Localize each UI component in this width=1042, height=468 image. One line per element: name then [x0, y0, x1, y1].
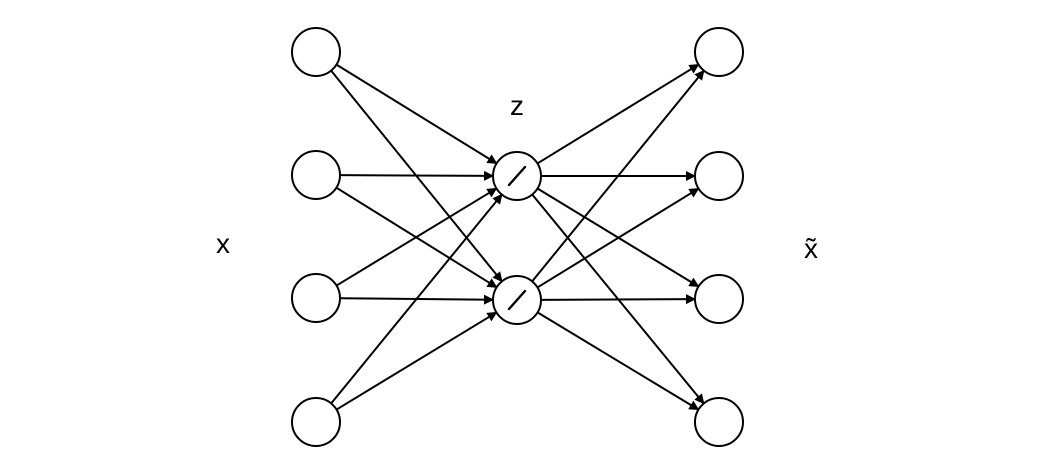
edge-hidden-2-to-output-2 [536, 187, 700, 289]
edge-input-4-to-hidden-1 [330, 193, 503, 405]
slash-icon [507, 165, 527, 187]
nodes-layer [291, 27, 744, 447]
input-label: x [216, 228, 230, 259]
latent-label: z [510, 90, 524, 121]
edge-input-2-to-hidden-1 [339, 170, 495, 181]
input-node-1 [291, 27, 341, 77]
output-node-4 [694, 397, 744, 447]
edge-hidden-1-to-output-1 [536, 63, 700, 165]
output-node-3 [694, 274, 744, 324]
slash-icon [507, 289, 527, 311]
input-node-4 [291, 397, 341, 447]
edge-hidden-2-to-output-4 [537, 311, 700, 411]
output-node-1 [694, 27, 744, 77]
edge-input-3-to-hidden-1 [335, 187, 498, 287]
edge-input-4-to-hidden-2 [335, 311, 498, 411]
edge-input-1-to-hidden-1 [335, 63, 498, 165]
edge-hidden-2-to-output-1 [531, 69, 705, 283]
edges-layer [330, 63, 705, 411]
input-node-2 [291, 150, 341, 200]
edge-hidden-2-to-output-3 [540, 294, 697, 305]
output-node-2 [694, 151, 744, 201]
input-node-3 [291, 273, 341, 323]
output-label: x̃ [804, 233, 818, 264]
